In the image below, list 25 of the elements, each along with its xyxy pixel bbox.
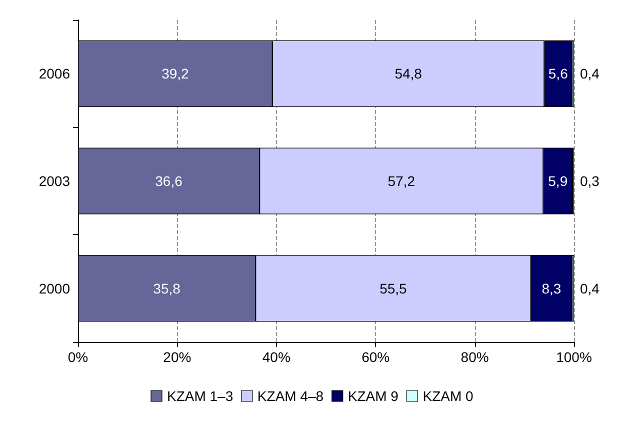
data-label: 5,6: [548, 66, 568, 82]
x-tick-label: 60%: [362, 349, 390, 365]
x-tick-label: 80%: [460, 349, 489, 365]
legend-label: KZAM 0: [422, 388, 474, 404]
data-label: 39,2: [162, 66, 190, 82]
data-label: 0,4: [580, 280, 600, 296]
data-label: 5,9: [548, 173, 568, 189]
data-label: 57,2: [388, 173, 416, 189]
legend-label: KZAM 9: [348, 388, 399, 404]
y-tick-label: 2003: [38, 173, 70, 189]
data-label: 0,3: [580, 173, 600, 189]
x-tick-label: 40%: [262, 349, 290, 365]
data-label: 54,8: [394, 66, 422, 82]
data-label: 0,4: [580, 66, 600, 82]
y-tick-label: 2000: [38, 280, 70, 296]
data-label: 8,3: [542, 280, 562, 296]
x-tick-label: 20%: [163, 349, 192, 365]
legend-label: KZAM 4–8: [257, 388, 324, 404]
x-tick-label: 0%: [68, 349, 88, 365]
data-label: 55,5: [380, 280, 408, 296]
x-tick-label: 100%: [556, 349, 592, 365]
legend-label: KZAM 1–3: [166, 388, 234, 404]
data-label: 36,6: [155, 173, 183, 189]
data-label: 35,8: [153, 280, 181, 296]
y-tick-label: 2006: [38, 66, 70, 82]
